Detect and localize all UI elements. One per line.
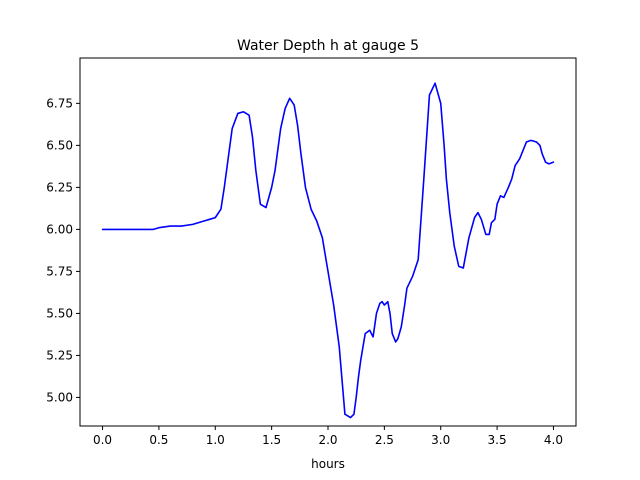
x-tick-label: 0.5 [149,433,168,447]
x-tick-label: 2.5 [375,433,394,447]
x-tick-label: 3.0 [431,433,450,447]
chart-title: Water Depth h at gauge 5 [237,38,419,54]
y-tick-label: 6.25 [46,180,73,194]
x-tick-label: 1.5 [262,433,281,447]
x-tick-label: 3.5 [488,433,507,447]
y-tick-label: 5.00 [46,390,73,404]
x-axis-label: hours [311,457,345,471]
y-tick-label: 5.50 [46,306,73,320]
x-axis: 0.0 0.5 1.0 1.5 2.0 2.5 3.0 3.5 4.0 [93,426,563,447]
y-tick-label: 6.00 [46,222,73,236]
x-tick-label: 2.0 [318,433,337,447]
series-line-0 [101,82,555,419]
y-tick-label: 6.50 [46,138,73,152]
x-tick-label: 1.0 [206,433,225,447]
y-tick-label: 5.25 [46,348,73,362]
y-tick-label: 5.75 [46,264,73,278]
x-tick-label: 0.0 [93,433,112,447]
y-tick-label: 6.75 [46,96,73,110]
y-axis: 5.00 5.25 5.50 5.75 6.00 6.25 6.50 6.75 [46,96,80,404]
x-tick-label: 4.0 [544,433,563,447]
